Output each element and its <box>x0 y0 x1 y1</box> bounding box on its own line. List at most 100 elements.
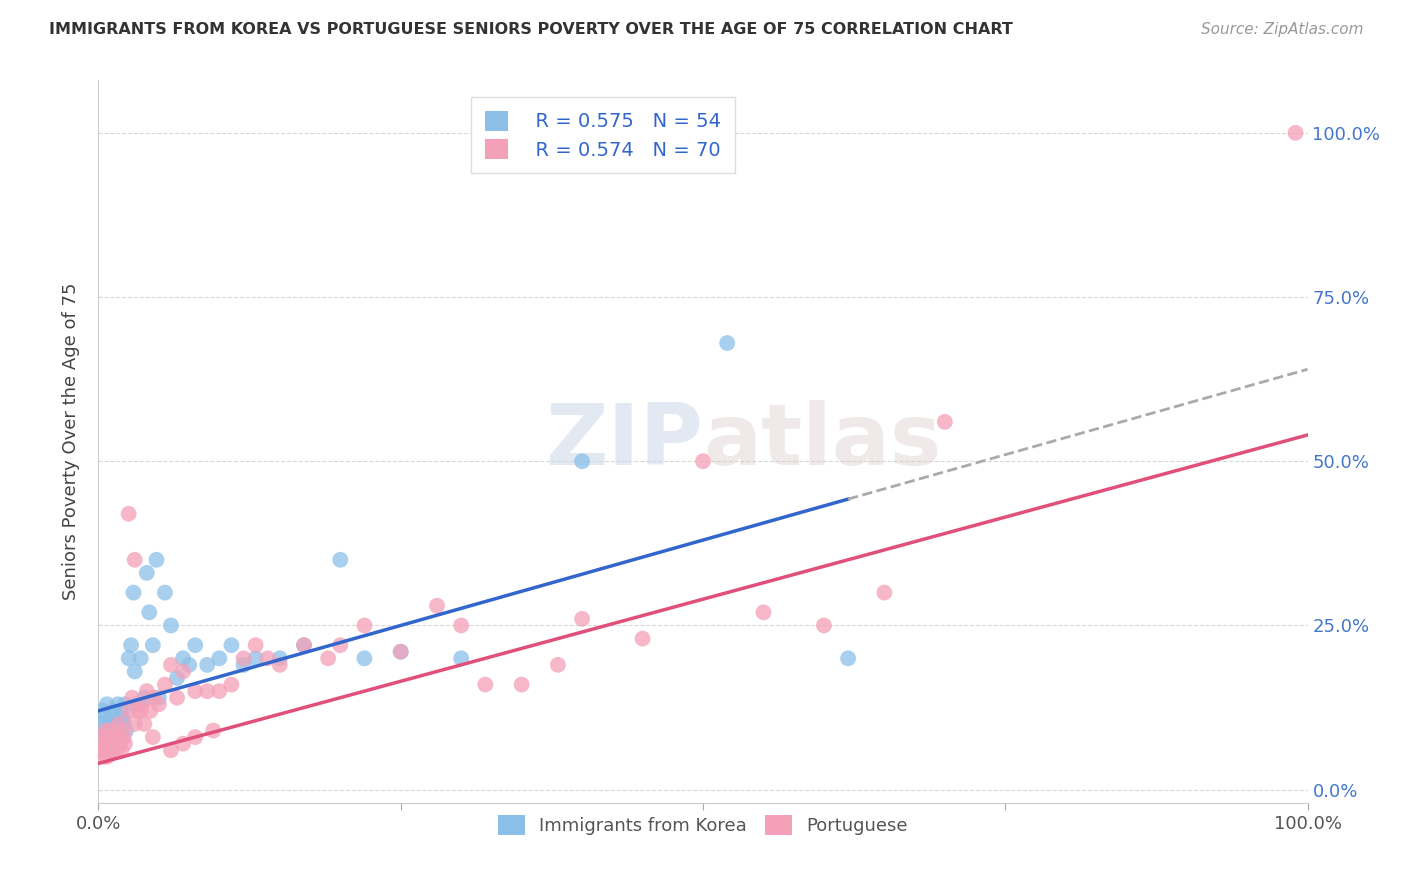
Point <box>208 684 231 698</box>
Point <box>716 336 738 351</box>
Point <box>232 657 254 672</box>
Point <box>571 612 593 626</box>
Point <box>221 677 243 691</box>
Point <box>104 737 127 751</box>
Point <box>107 730 129 744</box>
Point <box>389 645 412 659</box>
Point <box>631 632 654 646</box>
Point <box>112 717 135 731</box>
Point <box>232 651 254 665</box>
Point <box>837 651 859 665</box>
Point <box>90 743 112 757</box>
Point <box>98 737 121 751</box>
Point <box>91 749 114 764</box>
Point <box>124 665 146 679</box>
Point <box>118 704 141 718</box>
Point <box>166 690 188 705</box>
Point <box>122 585 145 599</box>
Point <box>135 684 157 698</box>
Point <box>143 690 166 705</box>
Point <box>571 454 593 468</box>
Point <box>450 651 472 665</box>
Point <box>129 704 152 718</box>
Point <box>100 723 122 738</box>
Point <box>115 723 138 738</box>
Point <box>121 690 143 705</box>
Point <box>142 730 165 744</box>
Point <box>752 605 775 619</box>
Point <box>184 684 207 698</box>
Point <box>101 743 124 757</box>
Point <box>91 704 114 718</box>
Point <box>153 677 176 691</box>
Point <box>96 749 118 764</box>
Point <box>292 638 315 652</box>
Point <box>91 730 114 744</box>
Point <box>292 638 315 652</box>
Point <box>145 553 167 567</box>
Point <box>110 743 132 757</box>
Point <box>245 638 267 652</box>
Point <box>127 698 149 712</box>
Point <box>195 684 218 698</box>
Y-axis label: Seniors Poverty Over the Age of 75: Seniors Poverty Over the Age of 75 <box>62 283 80 600</box>
Point <box>108 737 131 751</box>
Point <box>114 698 136 712</box>
Point <box>87 743 110 757</box>
Point <box>1284 126 1306 140</box>
Point <box>118 651 141 665</box>
Point <box>100 723 122 738</box>
Point <box>138 605 160 619</box>
Point <box>105 743 128 757</box>
Point <box>184 730 207 744</box>
Point <box>329 553 352 567</box>
Point <box>98 743 121 757</box>
Point <box>112 730 135 744</box>
Point <box>100 710 122 724</box>
Point <box>389 645 412 659</box>
Point <box>135 566 157 580</box>
Point <box>94 730 117 744</box>
Point <box>108 717 131 731</box>
Point <box>160 743 183 757</box>
Point <box>103 717 125 731</box>
Point <box>93 710 115 724</box>
Point <box>153 585 176 599</box>
Point <box>208 651 231 665</box>
Point <box>142 638 165 652</box>
Point <box>94 723 117 738</box>
Point <box>148 698 170 712</box>
Point <box>124 553 146 567</box>
Point <box>179 657 201 672</box>
Point <box>510 677 533 691</box>
Point <box>114 737 136 751</box>
Point <box>108 737 131 751</box>
Point <box>245 651 267 665</box>
Text: Source: ZipAtlas.com: Source: ZipAtlas.com <box>1201 22 1364 37</box>
Point <box>172 651 194 665</box>
Point <box>269 651 291 665</box>
Point <box>104 730 127 744</box>
Point <box>172 665 194 679</box>
Point <box>103 730 125 744</box>
Point <box>105 723 128 738</box>
Point <box>134 690 156 705</box>
Point <box>118 507 141 521</box>
Point <box>148 690 170 705</box>
Point <box>172 737 194 751</box>
Point <box>108 717 131 731</box>
Point <box>813 618 835 632</box>
Legend: Immigrants from Korea, Portuguese: Immigrants from Korea, Portuguese <box>489 806 917 845</box>
Point <box>934 415 956 429</box>
Point <box>269 657 291 672</box>
Point <box>184 638 207 652</box>
Point <box>129 651 152 665</box>
Point <box>97 730 120 744</box>
Point <box>124 717 146 731</box>
Point <box>100 737 122 751</box>
Text: atlas: atlas <box>703 400 941 483</box>
Point <box>256 651 278 665</box>
Point <box>547 657 569 672</box>
Point <box>202 723 225 738</box>
Point <box>120 638 142 652</box>
